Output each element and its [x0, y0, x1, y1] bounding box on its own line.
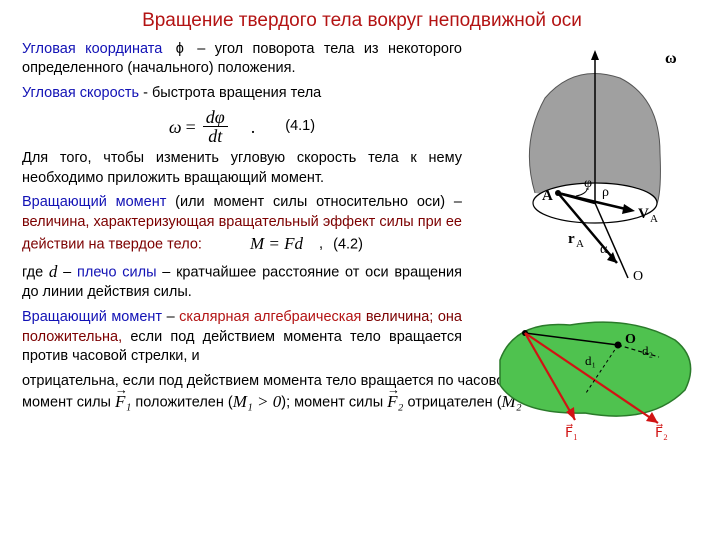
label-rho: ρ	[602, 185, 609, 200]
eq1-den: dt	[205, 127, 225, 145]
figure-torque: O d₁ d₂ F⃗₁ F⃗₂	[490, 305, 700, 445]
para-torque-mid: (или момент силы относительно оси) –	[166, 194, 462, 210]
label-omega: ω	[665, 50, 677, 67]
eq1-number: (4.1)	[285, 117, 315, 137]
label-phi: φ	[584, 176, 592, 191]
eq1-tail: .	[231, 115, 256, 139]
term-torque-2: Вращающий момент	[22, 309, 162, 325]
p6b: –	[162, 309, 179, 325]
p7c: ); момент силы	[281, 395, 387, 411]
eq1-lhs: ω	[169, 115, 182, 139]
p7d: отрицателен (	[407, 395, 501, 411]
p6c: скалярная алгебраическая	[179, 309, 366, 325]
p5b: –	[57, 264, 77, 280]
symbol-f1: F₁	[115, 391, 131, 414]
label-ra-sub: A	[576, 238, 584, 250]
eq2-expr: M = Fd	[250, 234, 303, 253]
label-f1: F⃗₁	[565, 423, 578, 441]
term-angular-velocity: Угловая скорость	[22, 85, 139, 101]
label-alpha: α	[600, 242, 608, 257]
equation-4-1: ω = dφ dt . (4.1)	[22, 108, 462, 145]
symbol-f2: F₂	[387, 391, 403, 414]
label-va-sub: A	[650, 213, 658, 225]
para-torque-def: Вращающий момент (или момент силы относи…	[22, 193, 462, 255]
eq2-tail: ,	[307, 236, 329, 252]
term-torque: Вращающий момент	[22, 194, 166, 210]
label-a: A	[542, 188, 553, 204]
eq2-number: (4.2)	[333, 236, 363, 252]
figure-torque-svg: O d₁ d₂ F⃗₁ F⃗₂	[490, 305, 700, 445]
para-angular-velocity-rest: - быстрота вращения тела	[139, 85, 321, 101]
symbol-phi: ϕ	[172, 41, 188, 57]
term-angular-coordinate: Угловая координата	[22, 41, 162, 57]
para-scalar: Вращающий момент – скалярная алгебраичес…	[22, 308, 462, 367]
symbol-m1: M₁ > 0	[233, 392, 282, 411]
p5a: где	[22, 264, 49, 280]
label-d1: d₁	[585, 353, 596, 368]
p7b: положителен (	[135, 395, 232, 411]
eq1-num: dφ	[203, 108, 228, 127]
para-angular-velocity: Угловая скорость - быстрота вращения тел…	[22, 84, 462, 104]
page-title: Вращение твердого тела вокруг неподвижно…	[22, 8, 702, 34]
para-change-angular-velocity: Для того, чтобы изменить угловую скорост…	[22, 149, 462, 188]
eq1-eq: =	[182, 115, 200, 139]
label-d2: d₂	[642, 343, 653, 358]
term-lever-arm: плечо силы	[77, 264, 157, 280]
para-torque-red: величина, характеризующая вращательный э…	[22, 214, 462, 252]
label-o2: O	[625, 332, 636, 347]
para-angular-coordinate: Угловая координата ϕ – угол поворота тел…	[22, 40, 462, 79]
figure-rotation-svg: ω φ ρ A r A V A α O	[490, 48, 700, 288]
label-va: V	[638, 206, 649, 222]
figure-rotation: ω φ ρ A r A V A α O	[490, 48, 700, 288]
label-ra: r	[568, 231, 575, 247]
para-lever-arm: где d – плечо силы – кратчайшее расстоян…	[22, 261, 462, 304]
label-o: O	[633, 269, 643, 284]
label-f2: F⃗₂	[655, 423, 668, 441]
